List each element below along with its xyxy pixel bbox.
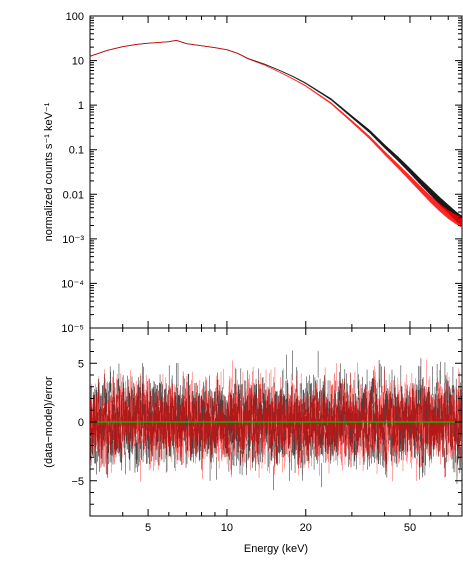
residual-y-tick-label: 5 xyxy=(78,358,84,370)
spectrum-y-tick-label: 1 xyxy=(78,100,84,112)
spectrum-y-tick-label: 10⁻⁴ xyxy=(61,278,84,290)
spectrum-line-0 xyxy=(90,39,462,227)
spectrum-y-tick-label: 100 xyxy=(66,11,84,23)
residual-y-axis-label: (data−model)/error xyxy=(43,376,55,468)
spectrum-series-black xyxy=(90,39,462,227)
axis-ticks xyxy=(89,15,462,517)
spectrum-y-axis-label: normalized counts s⁻¹ keV⁻¹ xyxy=(43,102,55,241)
residual-data-layer xyxy=(90,350,462,491)
spectrum-y-tick-label: 10 xyxy=(72,56,84,68)
spectrum-panel-frame xyxy=(89,15,463,329)
x-tick-label: 20 xyxy=(300,522,312,534)
tick-marks xyxy=(89,15,462,517)
spectrum-y-tick-label: 0.1 xyxy=(69,145,84,157)
x-tick-label: 5 xyxy=(145,522,151,534)
residual-y-tick-label: −5 xyxy=(71,476,84,488)
spectrum-y-tick-label: 0.01 xyxy=(63,189,84,201)
x-axis-label: Energy (keV) xyxy=(244,543,308,555)
x-tick-label: 10 xyxy=(221,522,233,534)
spectrum-line-1 xyxy=(90,39,462,228)
spectrum-series-red xyxy=(90,39,462,228)
spectrum-y-tick-label: 10⁻⁵ xyxy=(61,323,84,335)
residual-y-tick-label: 0 xyxy=(78,417,84,429)
spectrum-data-layer xyxy=(90,39,462,228)
residual-series-red xyxy=(90,359,462,482)
spectrum-y-tick-label: 10⁻³ xyxy=(62,234,84,246)
residual-errorbars-1 xyxy=(90,359,462,482)
x-tick-label: 50 xyxy=(404,522,416,534)
